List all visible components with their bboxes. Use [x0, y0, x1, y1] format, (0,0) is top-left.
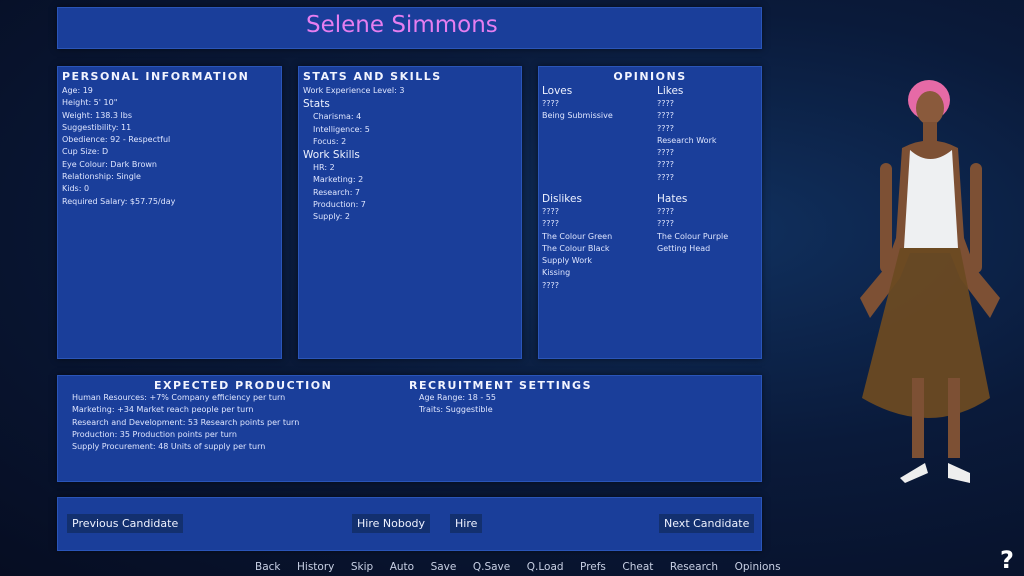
- expected-production: Expected Production Human Resources: +7%…: [72, 379, 332, 453]
- loves-column: Loves???? Being Submissive: [542, 84, 613, 123]
- nav-history-button[interactable]: History: [297, 561, 335, 573]
- production-line: Research and Development: 53 Research po…: [72, 417, 300, 427]
- likes-column: Likes???????????? Research Work??????????…: [657, 84, 717, 184]
- title-bar: Selene Simmons: [57, 7, 762, 49]
- nav-cheat-button[interactable]: Cheat: [622, 561, 654, 573]
- help-button[interactable]: ?: [1000, 546, 1014, 574]
- skill-line: Production: 7: [313, 200, 366, 210]
- recruitment-line: Age Range: 18 - 55: [419, 393, 496, 402]
- previous-candidate-button[interactable]: Previous Candidate: [67, 514, 184, 533]
- info-line: Required Salary: $57.75/day: [62, 196, 176, 206]
- hates-item: ????: [657, 207, 674, 216]
- nav-opinions-button[interactable]: Opinions: [734, 561, 781, 573]
- dislikes-item: ????: [542, 219, 559, 229]
- stat-line: Charisma: 4: [313, 112, 362, 122]
- work-experience: Work Experience Level: 3: [303, 86, 405, 95]
- production-line: Production: 35 Production points per tur…: [72, 429, 237, 439]
- likes-item: ????: [657, 111, 674, 121]
- likes-item: ????: [657, 148, 674, 158]
- panel-heading: Expected Production: [154, 379, 333, 392]
- info-line: Kids: 0: [62, 184, 90, 194]
- nav-qsave-button[interactable]: Q.Save: [472, 561, 511, 573]
- info-line: Obedience: 92 - Respectful: [62, 135, 171, 145]
- dislikes-column: Dislikes???????? The Colour Green The Colo…: [542, 192, 612, 292]
- info-line: Suggestibility: 11: [62, 122, 132, 132]
- panel-heading: Opinions: [613, 70, 687, 83]
- likes-item: Research Work: [657, 135, 717, 145]
- nav-back-button[interactable]: Back: [255, 561, 281, 573]
- loves-item: ????: [542, 99, 559, 108]
- skill-line: Supply: 2: [313, 212, 351, 222]
- stat-line: Focus: 2: [313, 136, 347, 146]
- hates-label: Hates: [657, 193, 688, 205]
- production-line: Human Resources: +7% Company efficiency …: [72, 393, 286, 402]
- loves-label: Loves: [542, 85, 573, 97]
- likes-item: ????: [657, 160, 674, 170]
- nav-save-button[interactable]: Save: [430, 561, 457, 573]
- hire-nobody-button[interactable]: Hire Nobody: [352, 514, 431, 533]
- likes-item: ????: [657, 99, 674, 108]
- hates-item: The Colour Purple: [657, 231, 729, 241]
- recruitment-settings: Recruitment Settings Age Range: 18 - 55 T…: [409, 379, 592, 417]
- loves-item: Being Submissive: [542, 111, 613, 121]
- skill-line: HR: 2: [313, 163, 335, 173]
- dislikes-label: Dislikes: [542, 193, 582, 205]
- stats-skills-panel: Stats and Skills Work Experience Level: …: [298, 66, 522, 359]
- stat-line: Intelligence: 5: [313, 124, 370, 134]
- personal-information-panel: Personal Information Age: 19 Height: 5' 1…: [57, 66, 282, 359]
- dislikes-item: The Colour Green: [542, 231, 613, 241]
- panel-heading: Personal Information: [62, 70, 250, 83]
- likes-item: ????: [657, 123, 674, 133]
- opinions-panel: Opinions Loves???? Being Submissive Likes…: [538, 66, 762, 359]
- nav-research-button[interactable]: Research: [669, 561, 719, 573]
- hates-column: Hates???????? The Colour Purple Getting He…: [657, 192, 728, 255]
- quick-menu: Back History Skip Auto Save Q.Save Q.Load Prefs…: [255, 561, 797, 573]
- info-line: Relationship: Single: [62, 172, 141, 182]
- info-line: Height: 5' 10": [62, 98, 118, 108]
- skill-line: Research: 7: [313, 187, 361, 197]
- candidate-name: Selene Simmons: [306, 12, 498, 38]
- nav-auto-button[interactable]: Auto: [389, 561, 415, 573]
- info-line: Cup Size: D: [62, 147, 109, 157]
- info-line: Eye Colour: Dark Brown: [62, 159, 157, 169]
- dislikes-item: The Colour Black: [542, 243, 610, 253]
- next-candidate-button[interactable]: Next Candidate: [659, 514, 755, 533]
- dislikes-item: ????: [542, 207, 559, 216]
- hire-button[interactable]: Hire: [450, 514, 483, 533]
- action-panel: Previous Candidate Hire Nobody Hire Next…: [57, 497, 762, 551]
- recruitment-line: Traits: Suggestible: [419, 405, 493, 415]
- likes-label: Likes: [657, 85, 684, 97]
- dislikes-item: ????: [542, 280, 559, 290]
- likes-item: ????: [657, 172, 674, 182]
- info-line: Weight: 138.3 lbs: [62, 110, 133, 120]
- info-line: Age: 19: [62, 86, 93, 95]
- nav-qload-button[interactable]: Q.Load: [526, 561, 564, 573]
- production-panel: Expected Production Human Resources: +7%…: [57, 375, 762, 482]
- skills-label: Work Skills: [303, 149, 360, 162]
- hates-item: Getting Head: [657, 243, 711, 253]
- skill-line: Marketing: 2: [313, 175, 364, 185]
- panel-heading: Stats and Skills: [303, 70, 442, 83]
- dislikes-item: Supply Work: [542, 256, 593, 266]
- nav-prefs-button[interactable]: Prefs: [580, 561, 606, 573]
- panel-heading: Recruitment Settings: [409, 379, 593, 392]
- dislikes-item: Kissing: [542, 268, 571, 278]
- stats-label: Stats: [303, 98, 330, 111]
- hates-item: ????: [657, 219, 674, 229]
- nav-skip-button[interactable]: Skip: [350, 561, 374, 573]
- production-line: Marketing: +34 Market reach people per t…: [72, 405, 254, 415]
- production-line: Supply Procurement: 48 Units of supply p…: [72, 442, 266, 452]
- character-portrait: [860, 80, 1000, 483]
